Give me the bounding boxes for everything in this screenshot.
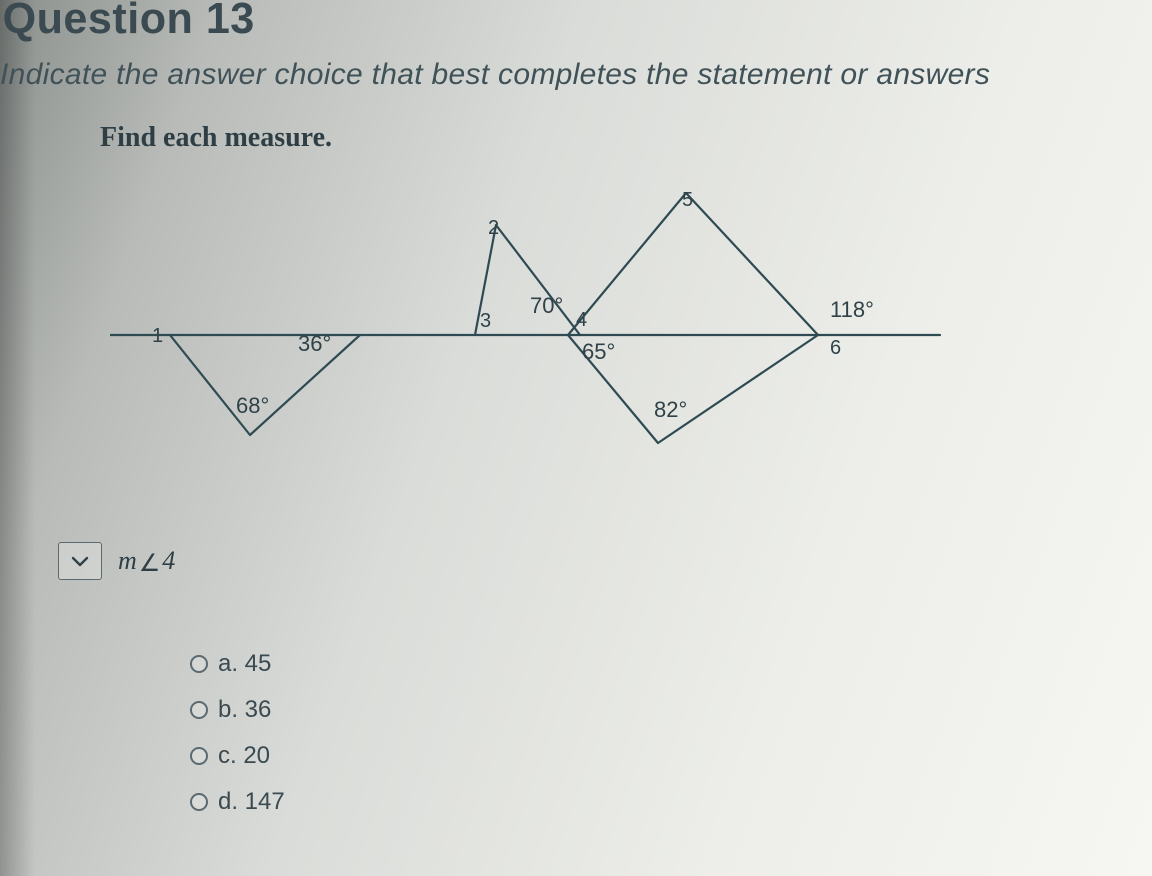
angle-number: 4 [162,546,175,576]
choice-b-label: b. 36 [218,696,271,724]
radio-icon [190,655,208,673]
angle-68-label: 68° [236,393,269,419]
angle-65-label: 65° [582,339,615,365]
left-triangle [170,335,360,435]
angle-70-label: 70° [530,293,563,319]
angle-1-label: 1 [152,325,163,348]
chevron-down-icon [71,555,89,567]
angle-5-label: 5 [682,189,693,212]
radio-icon [190,747,208,765]
question-instruction: Indicate the answer choice that best com… [0,58,990,92]
choice-c-label: c. 20 [218,742,270,770]
answer-choices: a. 45 b. 36 c. 20 d. 147 [190,650,285,816]
choice-a-label: a. 45 [218,650,271,678]
angle-118-label: 118° [830,297,874,323]
measure-angle-4: m∠4 [118,546,175,576]
question-prompt: Find each measure. [100,122,332,154]
m-prefix: m [118,546,137,576]
choice-c[interactable]: c. 20 [190,742,285,770]
page-edge-shadow [0,0,35,876]
angle-4-label: 4 [576,309,587,332]
angle-6-label: 6 [830,337,841,360]
radio-icon [190,701,208,719]
right-upper-triangle [568,193,818,335]
page-root: Question 13 Indicate the answer choice t… [0,0,1152,876]
angle-2-label: 2 [488,217,499,240]
choice-d[interactable]: d. 147 [190,788,285,816]
choice-d-label: d. 147 [218,788,285,816]
radio-icon [190,793,208,811]
angle-82-label: 82° [654,397,687,423]
angle-symbol-icon: ∠ [139,549,161,578]
answer-target-row: m∠4 [58,542,175,580]
geometry-diagram: 1 36° 68° 2 3 70° 4 65° 82° 5 118° 6 [110,175,980,465]
choice-b[interactable]: b. 36 [190,696,285,724]
angle-36-label: 36° [298,331,331,357]
question-number: Question 13 [3,0,255,44]
angle-3-label: 3 [480,310,491,333]
answer-dropdown[interactable] [58,542,102,580]
choice-a[interactable]: a. 45 [190,650,285,678]
